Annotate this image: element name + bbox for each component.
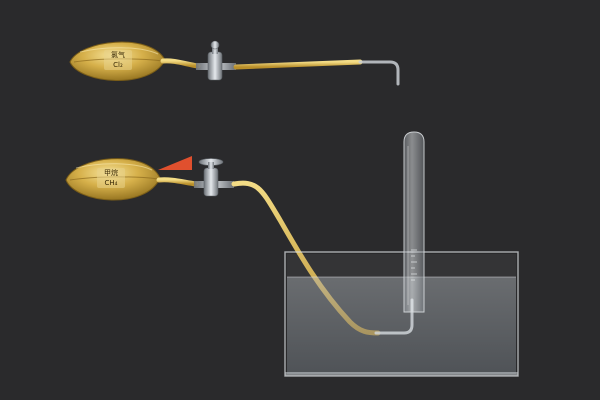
red-triangle-indicator-icon[interactable] <box>158 156 192 170</box>
methane-stopcock-valve-icon[interactable] <box>194 158 234 197</box>
inverted-test-tube[interactable] <box>403 131 425 313</box>
chlorine-bag-neck-tube <box>160 58 201 69</box>
methane-gas-bag[interactable] <box>65 158 161 201</box>
chlorine-delivery-tube <box>233 59 363 70</box>
chlorine-stopcock-valve-icon[interactable] <box>196 40 236 81</box>
test-tube-scale-marks <box>411 249 417 281</box>
chlorine-gas-bag[interactable] <box>69 41 166 81</box>
water-trough <box>284 251 519 377</box>
chlorine-glass-elbow <box>358 60 400 86</box>
glass-u-connector <box>374 298 414 335</box>
methane-bag-neck-tube <box>156 177 199 187</box>
